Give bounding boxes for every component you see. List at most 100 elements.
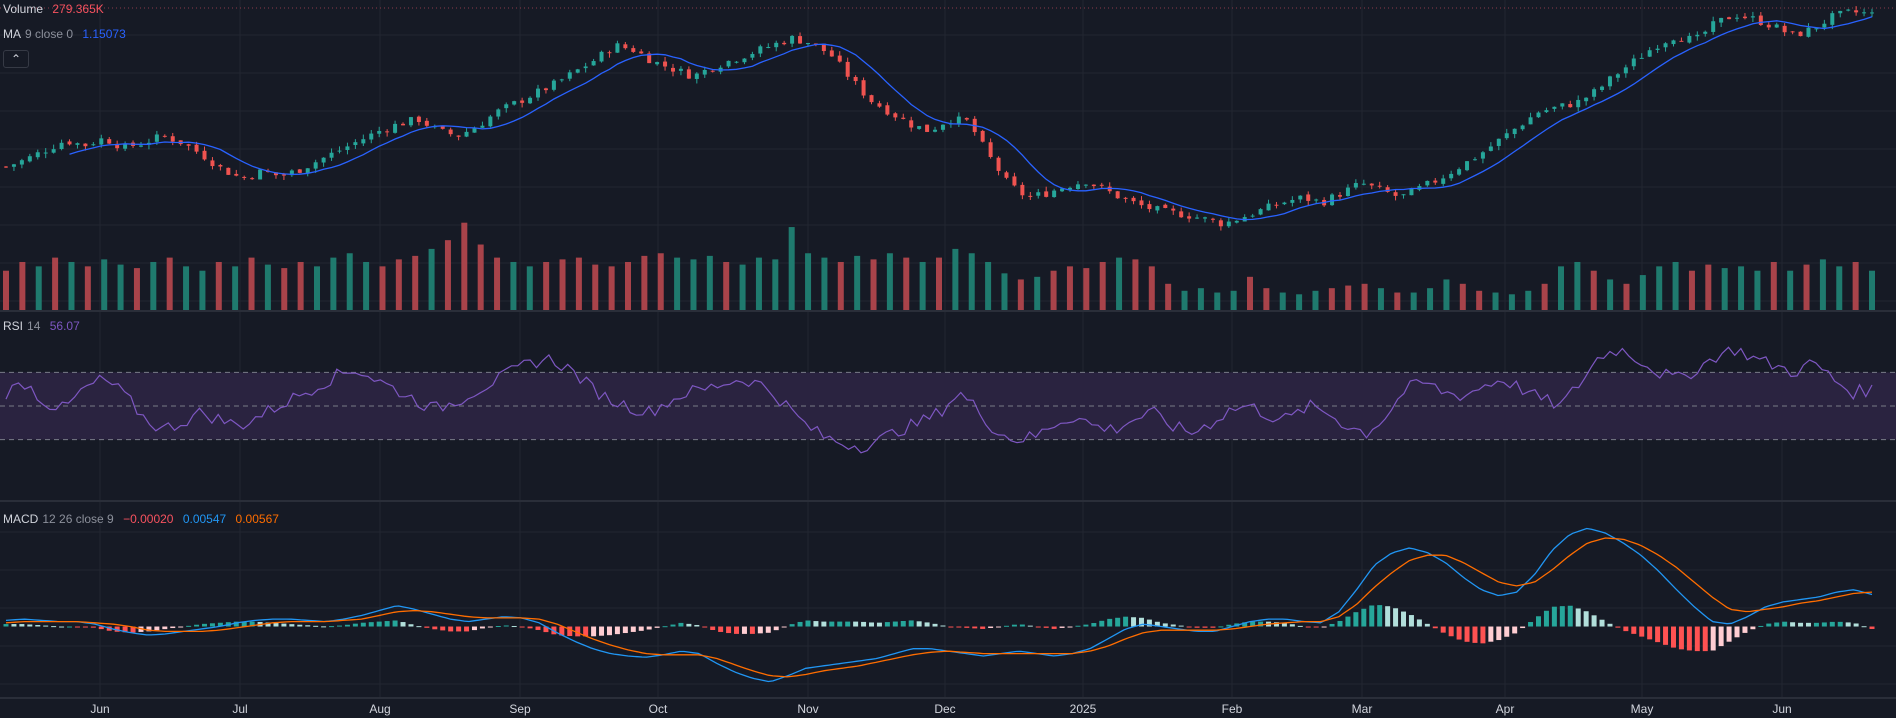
volume-bar — [903, 257, 910, 310]
candle-down — [964, 117, 969, 120]
volume-bar — [837, 261, 844, 310]
macd-histogram-bar — [1250, 621, 1256, 627]
macd-histogram-bar — [964, 626, 970, 628]
volume-bar — [52, 257, 59, 310]
candle-up — [313, 162, 318, 169]
candle-down — [385, 131, 390, 133]
macd-histogram-bar — [1670, 626, 1676, 648]
macd-histogram-bar — [1726, 626, 1732, 642]
candle-down — [925, 124, 930, 132]
macd-histogram-bar — [765, 626, 771, 633]
candle-down — [162, 135, 167, 137]
candle-up — [1687, 35, 1692, 43]
candle-up — [758, 46, 763, 54]
candle-up — [734, 61, 739, 63]
candle-up — [361, 139, 366, 144]
candle-up — [1520, 125, 1525, 130]
macd-histogram-bar — [352, 623, 358, 627]
macd-histogram-bar — [1178, 625, 1184, 627]
macd-histogram-bar — [440, 626, 446, 631]
x-axis-label: Feb — [1222, 702, 1243, 716]
macd-histogram-bar — [1424, 623, 1430, 627]
macd-histogram-bar — [154, 626, 160, 631]
macd-histogram-bar — [1329, 623, 1335, 627]
rsi-legend[interactable]: RSI 14 56.07 — [3, 319, 80, 333]
macd-histogram-bar — [249, 621, 255, 627]
macd-histogram-bar — [1408, 615, 1414, 627]
macd-histogram-bar — [1567, 605, 1573, 627]
macd-histogram-bar — [567, 626, 573, 637]
x-axis-label: Oct — [649, 702, 668, 716]
macd-histogram-bar — [1758, 625, 1764, 627]
candle-down — [67, 141, 72, 145]
candle-up — [138, 145, 143, 147]
macd-histogram-bar — [265, 622, 271, 627]
volume-bar — [1247, 276, 1253, 310]
macd-histogram-bar — [654, 626, 660, 628]
candle-up — [1544, 110, 1549, 113]
macd-histogram-bar — [1512, 626, 1518, 634]
candle-down — [1210, 218, 1215, 220]
candle-up — [1615, 74, 1620, 78]
volume-bar — [625, 261, 631, 310]
volume-bar — [117, 264, 124, 310]
candle-down — [631, 48, 636, 52]
macd-histogram-bar — [638, 626, 644, 631]
volume-bar — [1672, 261, 1679, 310]
volume-legend-name: Volume — [3, 2, 44, 16]
volume-bar — [1410, 292, 1417, 310]
ma-legend-value: 1.15073 — [82, 27, 126, 41]
volume-bar — [1296, 294, 1303, 310]
collapse-legend-button[interactable]: ⌃ — [3, 50, 29, 68]
macd-histogram-bar — [11, 624, 17, 627]
candle-down — [1218, 220, 1223, 227]
candle-up — [1496, 138, 1501, 146]
macd-histogram-bar — [1528, 622, 1534, 627]
macd-histogram-bar — [710, 626, 716, 630]
candle-down — [996, 157, 1001, 171]
macd-histogram-bar — [130, 626, 136, 633]
candle-up — [1441, 178, 1446, 184]
macd-histogram-bar — [1035, 626, 1041, 628]
candle-down — [424, 120, 429, 126]
volume-bar — [3, 270, 9, 310]
macd-histogram-bar — [178, 626, 184, 628]
candle-up — [1814, 28, 1819, 30]
rsi-legend-value: 56.07 — [49, 319, 80, 333]
macd-histogram-bar — [1043, 626, 1049, 628]
volume-legend[interactable]: Volume 279.365K — [3, 2, 104, 16]
candle-up — [1036, 192, 1041, 196]
candle-up — [774, 42, 779, 48]
macd-histogram-bar — [1472, 626, 1478, 643]
candle-down — [226, 167, 231, 175]
macd-histogram-bar — [980, 626, 986, 629]
macd-histogram-bar — [694, 624, 700, 627]
volume-bar — [101, 259, 108, 310]
macd-histogram-bar — [209, 623, 215, 627]
candle-down — [401, 123, 406, 126]
macd-histogram-bar — [1655, 626, 1661, 643]
macd-legend[interactable]: MACD 12 26 close 9 −0.00020 0.00547 0.005… — [3, 512, 279, 526]
macd-histogram-bar — [527, 626, 533, 629]
candle-up — [27, 156, 32, 162]
macd-histogram-bar — [1194, 626, 1200, 628]
candle-up — [1330, 194, 1335, 206]
macd-histogram-bar — [186, 625, 192, 627]
candle-up — [408, 117, 413, 126]
candle-down — [1385, 187, 1390, 192]
candle-up — [154, 134, 159, 142]
candle-up — [488, 116, 493, 127]
candle-up — [1512, 128, 1517, 135]
ma-legend[interactable]: MA 9 close 0 1.15073 — [3, 27, 126, 41]
macd-histogram-bar — [1226, 624, 1232, 627]
candle-up — [369, 133, 374, 140]
signal-line-path — [5, 537, 1873, 678]
volume-bar — [886, 253, 893, 310]
volume-bar — [35, 266, 42, 310]
macd-line-path — [5, 527, 1873, 683]
volume-bar — [1066, 266, 1073, 310]
candle-down — [1337, 195, 1342, 197]
macd-histogram-bar — [408, 624, 414, 627]
